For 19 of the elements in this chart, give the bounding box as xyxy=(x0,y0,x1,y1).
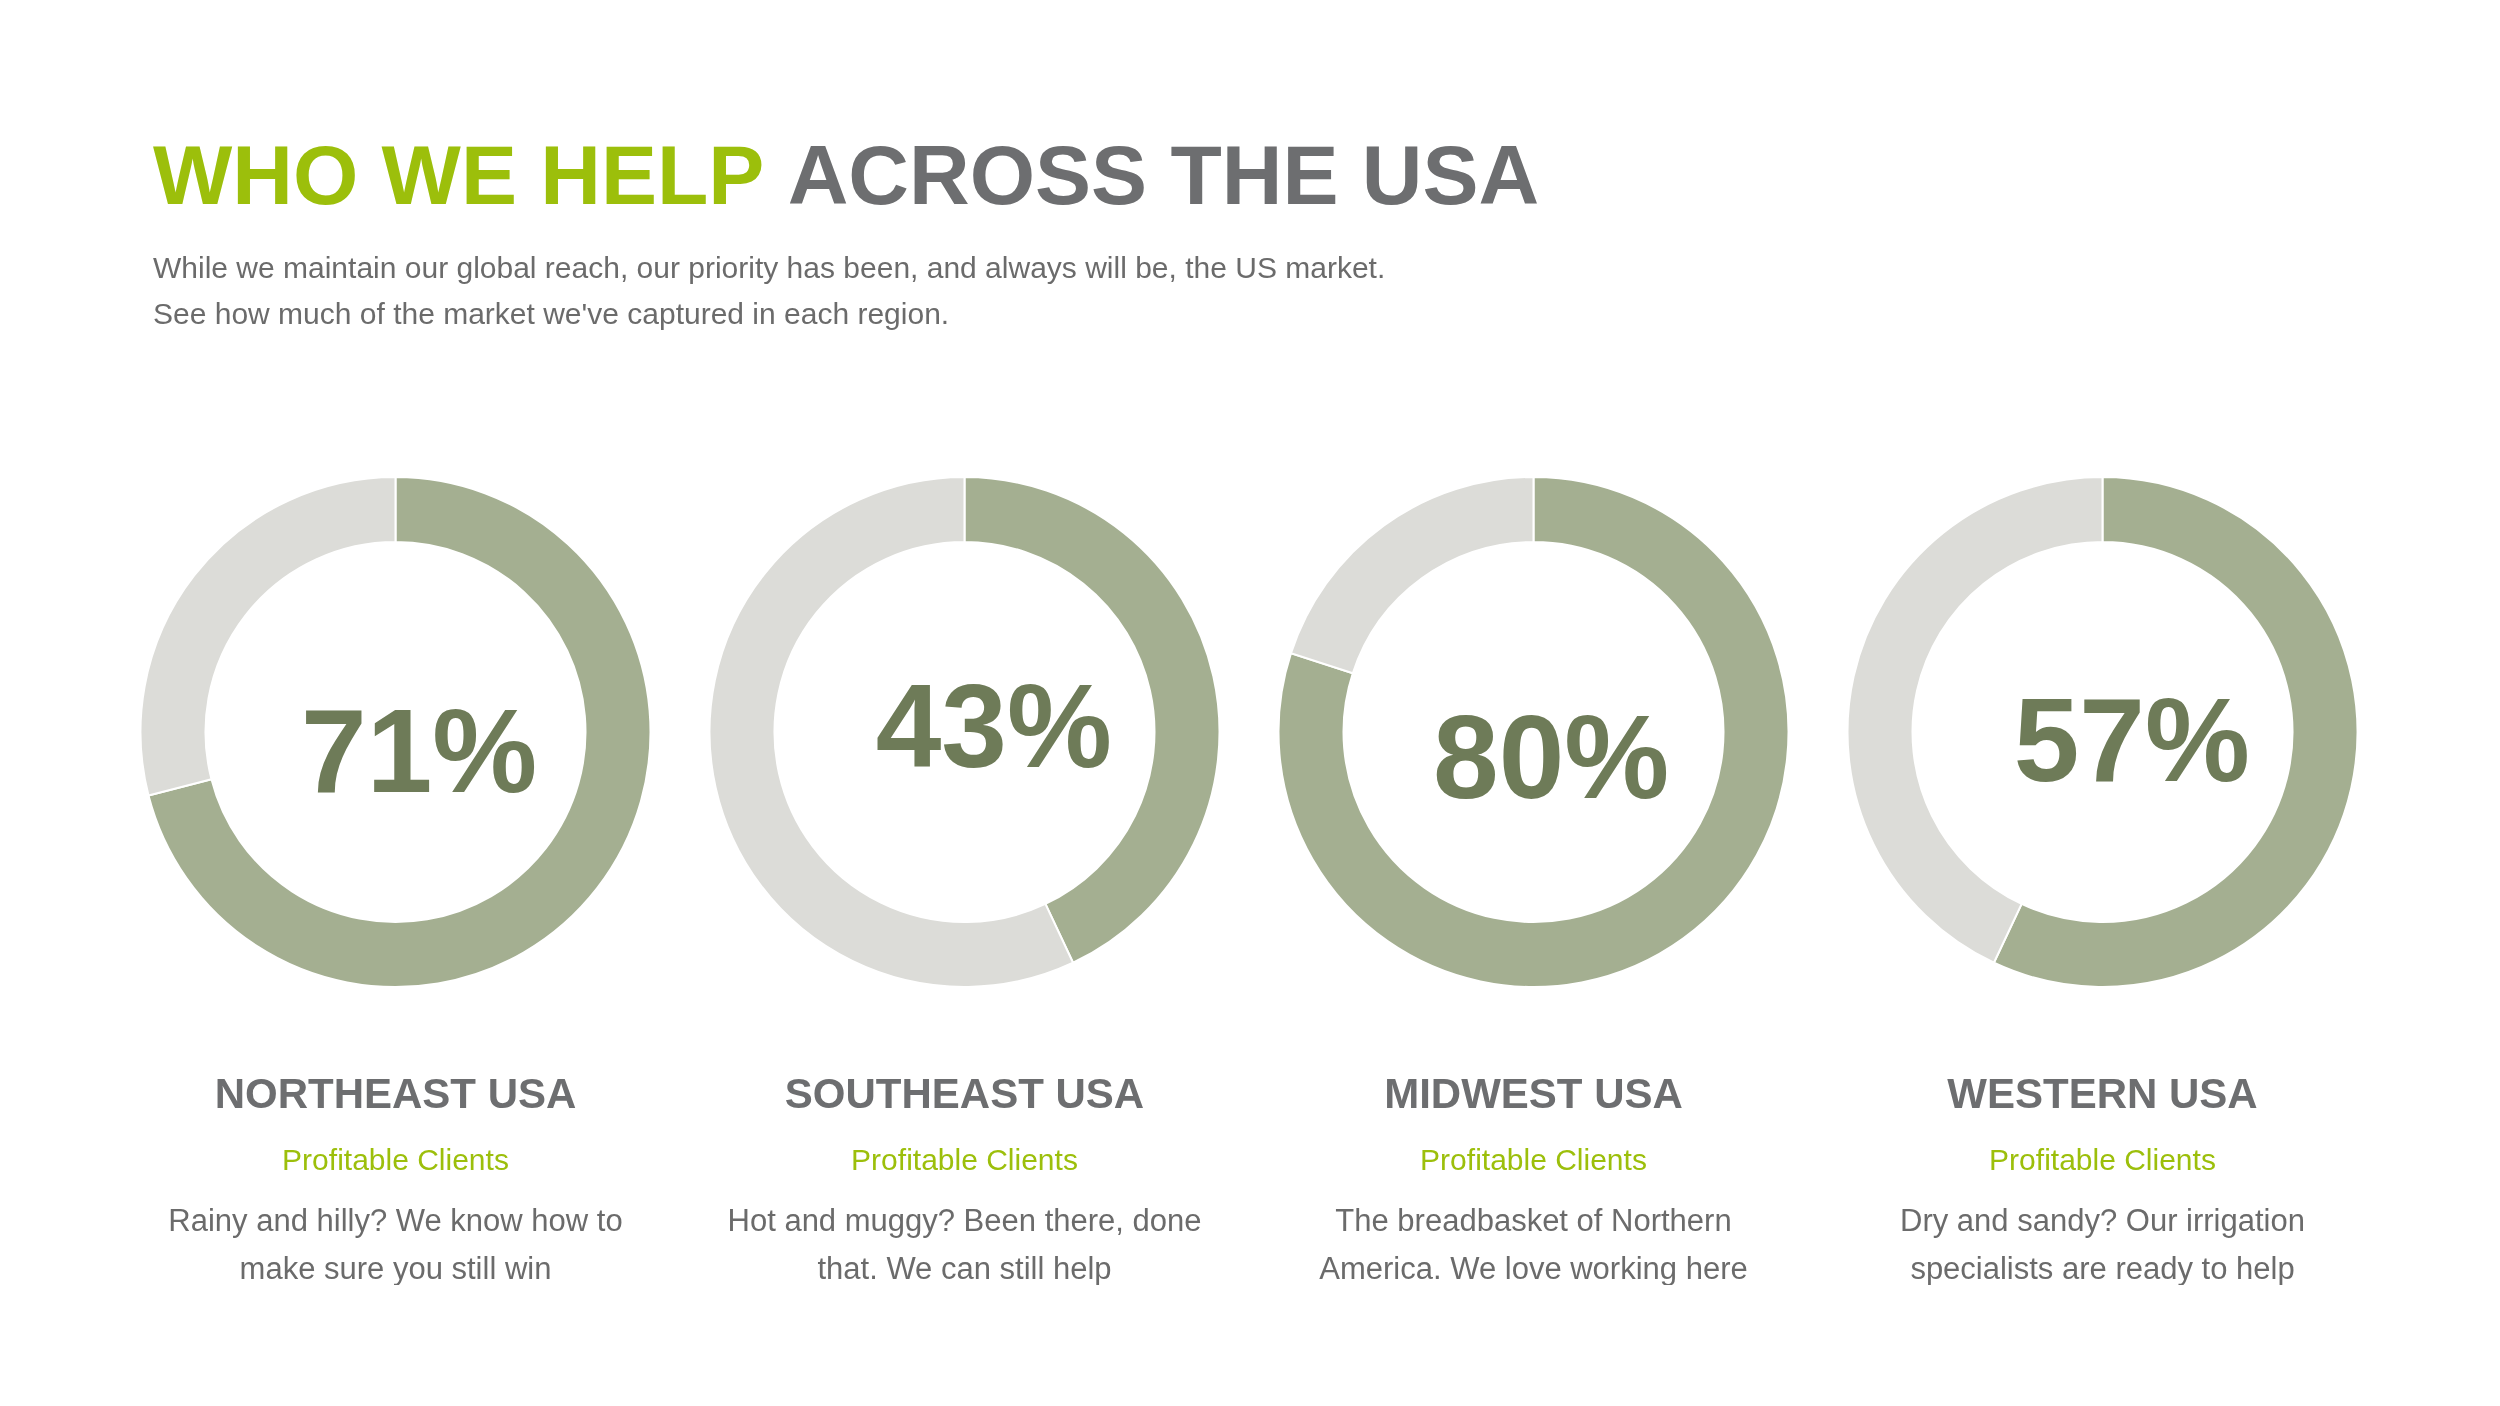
text: The breadbasket of Northern America. We love working here xyxy=(1319,1203,1748,1286)
data-label: 71% xyxy=(301,685,538,818)
text: Profitable Clients xyxy=(1420,1143,1647,1176)
text: WHO WE HELP ACROSS THE USA xyxy=(153,128,1540,222)
text: Profitable Clients xyxy=(1989,1143,2216,1176)
text: MIDWEST USA xyxy=(1384,1070,1683,1117)
donut-slice xyxy=(1277,476,1790,988)
text: Profitable Clients xyxy=(282,1143,509,1176)
text: While we maintain our global reach, our priority has been, and always will be, the US market. See how much of the market we've captured in each region. xyxy=(153,251,1386,330)
text: Hot and muggy? Been there, done that. We can still help xyxy=(727,1203,1202,1286)
text: NORTHEAST USA xyxy=(214,1070,577,1117)
text: WESTERN USA xyxy=(1947,1070,2258,1117)
text: SOUTHEAST USA xyxy=(784,1070,1145,1117)
data-label: 43% xyxy=(875,660,1112,793)
data-label: 57% xyxy=(2013,673,2250,806)
data-label: 80% xyxy=(1433,691,1670,824)
text: Rainy and hilly? We know how to make sure you still win xyxy=(168,1203,623,1286)
text: Profitable Clients xyxy=(851,1143,1078,1176)
text: Dry and sandy? Our irrigation specialists are ready to help xyxy=(1900,1203,2305,1286)
